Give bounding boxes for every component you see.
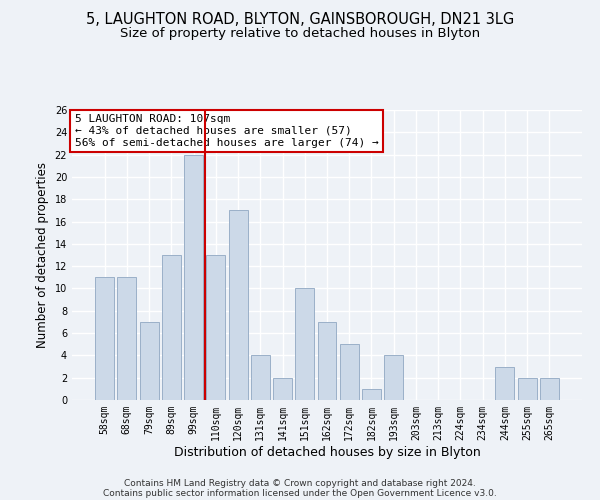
Text: Contains public sector information licensed under the Open Government Licence v3: Contains public sector information licen… bbox=[103, 488, 497, 498]
Bar bbox=[384, 356, 403, 400]
Bar bbox=[496, 366, 514, 400]
Bar bbox=[518, 378, 536, 400]
Text: 5 LAUGHTON ROAD: 107sqm
← 43% of detached houses are smaller (57)
56% of semi-de: 5 LAUGHTON ROAD: 107sqm ← 43% of detache… bbox=[74, 114, 379, 148]
Bar bbox=[206, 255, 225, 400]
X-axis label: Distribution of detached houses by size in Blyton: Distribution of detached houses by size … bbox=[173, 446, 481, 458]
Bar bbox=[251, 356, 270, 400]
Bar bbox=[295, 288, 314, 400]
Bar bbox=[340, 344, 359, 400]
Text: 5, LAUGHTON ROAD, BLYTON, GAINSBOROUGH, DN21 3LG: 5, LAUGHTON ROAD, BLYTON, GAINSBOROUGH, … bbox=[86, 12, 514, 28]
Text: Size of property relative to detached houses in Blyton: Size of property relative to detached ho… bbox=[120, 28, 480, 40]
Bar bbox=[184, 154, 203, 400]
Text: Contains HM Land Registry data © Crown copyright and database right 2024.: Contains HM Land Registry data © Crown c… bbox=[124, 478, 476, 488]
Y-axis label: Number of detached properties: Number of detached properties bbox=[36, 162, 49, 348]
Bar bbox=[362, 389, 381, 400]
Bar bbox=[229, 210, 248, 400]
Bar bbox=[162, 255, 181, 400]
Bar bbox=[540, 378, 559, 400]
Bar bbox=[140, 322, 158, 400]
Bar bbox=[95, 278, 114, 400]
Bar bbox=[273, 378, 292, 400]
Bar bbox=[317, 322, 337, 400]
Bar bbox=[118, 278, 136, 400]
